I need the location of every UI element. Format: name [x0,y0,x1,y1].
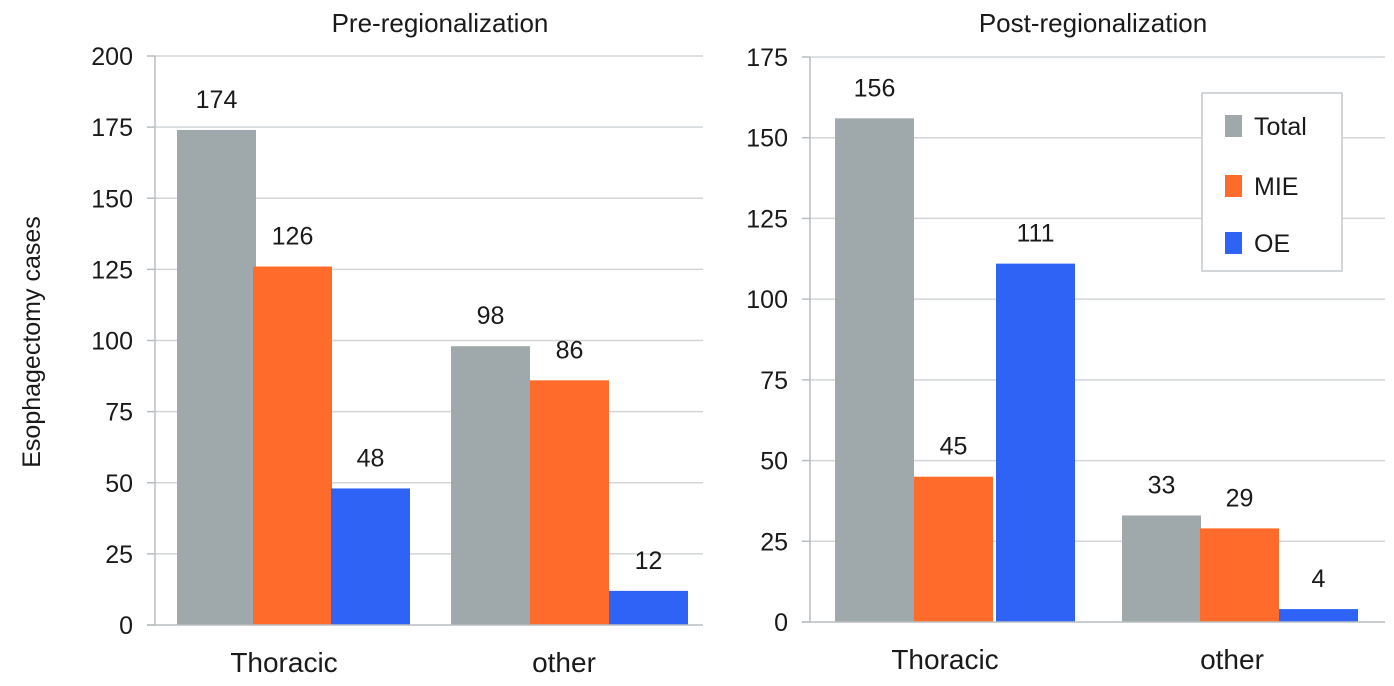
chart1-data-label-thoracic-mie: 126 [272,223,314,251]
chart2-data-label-other-total: 33 [1148,471,1176,499]
chart2-data-label-other-mie: 29 [1226,484,1254,512]
chart1-y-tick-label: 0 [119,612,133,640]
chart2-y-tick-label: 150 [746,125,788,153]
y-axis-label: Esophagectomy cases [18,216,46,468]
legend-label-oe: OE [1254,230,1290,258]
chart1-bar-thoracic-total [177,129,256,625]
chart1-y-tick-label: 150 [91,185,133,213]
chart1-title: Pre-regionalization [332,8,549,38]
chart2-y-tick-label: 0 [774,609,788,637]
chart2-bar-other-mie [1200,528,1279,622]
chart1-bar-thoracic-oe [331,488,410,625]
chart1-y-tick-label: 125 [91,256,133,284]
chart1-y-tick-label: 100 [91,328,133,356]
chart2-data-label-thoracic-total: 156 [854,74,896,102]
chart2-y-tick-label: 175 [746,44,788,72]
chart1-data-label-thoracic-total: 174 [196,86,238,114]
legend-label-mie: MIE [1254,173,1298,201]
chart2-data-label-other-oe: 4 [1312,565,1326,593]
chart2-y-tick-label: 50 [760,448,788,476]
chart1-bar-other-total [451,346,530,625]
legend-swatch-oe [1225,232,1242,254]
chart2-bar-thoracic-oe [996,263,1075,622]
chart1-data-label-other-mie: 86 [556,336,584,364]
chart1-y-tick-label: 25 [105,541,133,569]
legend-label-total: Total [1254,113,1307,141]
legend-swatch-total [1225,115,1242,137]
chart1-y-tick-label: 200 [91,43,133,71]
chart2-bar-other-total [1122,515,1201,622]
chart1-data-label-thoracic-oe: 48 [357,444,385,472]
chart2-bar-other-oe [1279,609,1358,622]
chart1-category-label: other [532,647,596,678]
chart1-y-tick-label: 175 [91,114,133,142]
chart1-bar-other-oe [609,590,688,625]
chart1-bar-other-mie [530,380,609,625]
chart2-y-tick-label: 75 [760,367,788,395]
chart2-y-tick-label: 125 [746,205,788,233]
chart1-category-label: Thoracic [230,647,337,678]
chart2-title: Post-regionalization [979,8,1207,38]
chart1-bar-thoracic-mie [253,266,332,625]
chart2-y-tick-label: 25 [760,528,788,556]
chart1-data-label-other-total: 98 [477,302,505,330]
chart2-category-label: other [1200,644,1264,675]
chart2-category-label: Thoracic [891,644,998,675]
chart1-y-tick-label: 50 [105,470,133,498]
chart2-data-label-thoracic-oe: 111 [1016,220,1054,248]
chart2-y-tick-label: 100 [746,286,788,314]
chart2-data-label-thoracic-mie: 45 [940,433,968,461]
legend: Total MIE OE [1201,92,1343,272]
chart2-bar-thoracic-mie [914,476,993,622]
chart2-bar-thoracic-total [835,118,914,622]
chart1-y-tick-label: 75 [105,399,133,427]
legend-swatch-mie [1225,175,1242,197]
chart1-data-label-other-oe: 12 [635,547,663,575]
